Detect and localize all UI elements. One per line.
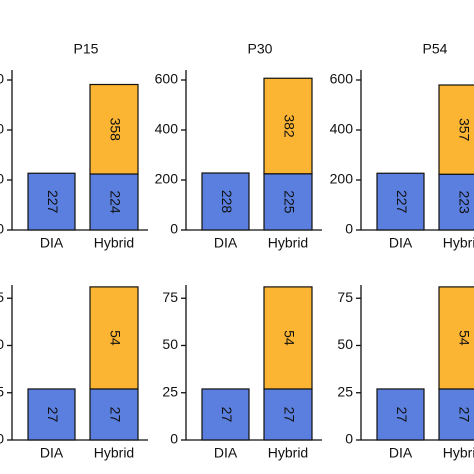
panel-title: P15: [74, 41, 99, 57]
value-label: 227: [45, 190, 61, 214]
y-tick-label: 200: [330, 171, 354, 187]
x-tick-label: DIA: [389, 235, 413, 251]
bar-segment: [201, 388, 250, 441]
value-label: 358: [107, 118, 123, 142]
y-tick-label: 75: [0, 289, 4, 305]
x-tick-label: DIA: [40, 445, 64, 461]
bar-segment: [376, 172, 425, 231]
bar-segment: [263, 77, 313, 175]
value-label: 54: [281, 330, 297, 346]
value-label: 228: [219, 190, 235, 214]
panel: 0 25 50 75 DIA 27 Hybrid 27 54: [0, 285, 148, 461]
bar-segment: [89, 173, 139, 231]
panel: 0 200 400 600 P30 DIA 228 Hybrid 225 382: [155, 41, 322, 251]
bar-segment: [27, 388, 76, 441]
bar-segment: [263, 173, 313, 231]
x-tick-label: DIA: [389, 445, 413, 461]
value-label: 27: [456, 407, 472, 423]
panel: 0 25 50 75 DIA 27 Hybrid 27 54: [162, 285, 322, 461]
x-tick-label: DIA: [214, 445, 238, 461]
value-label: 382: [281, 114, 297, 138]
y-tick-label: 75: [162, 289, 178, 305]
bar-segment: [376, 388, 425, 441]
panel: 0 200 400 600 P15 DIA 227 Hybrid 224 358: [0, 41, 148, 251]
x-tick-label: Hybrid: [268, 235, 308, 251]
panel-title: P54: [423, 41, 448, 57]
y-tick-label: 0: [170, 431, 178, 447]
y-tick-label: 0: [0, 431, 4, 447]
y-tick-label: 25: [337, 383, 353, 399]
y-tick-label: 0: [0, 221, 4, 237]
y-tick-label: 600: [0, 71, 4, 87]
x-tick-label: DIA: [40, 235, 64, 251]
panel: 0 200 400 600 P54 DIA 227 Hybrid 223 357: [330, 41, 474, 251]
value-label: 27: [219, 407, 235, 423]
value-label: 225: [281, 190, 297, 214]
y-tick-label: 600: [155, 71, 179, 87]
panel: 0 25 50 75 DIA 27 Hybrid 27 54: [337, 285, 474, 461]
y-tick-label: 50: [0, 336, 4, 352]
bar-segment: [263, 286, 313, 390]
bar-segment: [438, 84, 474, 175]
y-tick-label: 400: [330, 121, 354, 137]
bar-segment: [438, 173, 474, 231]
x-tick-label: Hybrid: [443, 445, 474, 461]
y-tick-label: 400: [155, 121, 179, 137]
x-tick-label: DIA: [214, 235, 238, 251]
bar-segment: [89, 286, 139, 390]
y-tick-label: 50: [337, 336, 353, 352]
bar-segment: [89, 83, 139, 175]
bar-segment: [263, 388, 313, 441]
value-label: 27: [394, 407, 410, 423]
value-label: 54: [456, 330, 472, 346]
bar-segment: [438, 286, 474, 390]
value-label: 223: [456, 190, 472, 214]
y-tick-label: 200: [155, 171, 179, 187]
y-tick-label: 25: [162, 383, 178, 399]
x-tick-label: Hybrid: [94, 235, 134, 251]
bar-segment: [438, 388, 474, 441]
value-label: 54: [107, 330, 123, 346]
y-tick-label: 25: [0, 383, 4, 399]
value-label: 27: [107, 407, 123, 423]
panel-title: P30: [248, 41, 273, 57]
y-tick-label: 50: [162, 336, 178, 352]
y-tick-label: 75: [337, 289, 353, 305]
y-tick-label: 0: [345, 431, 353, 447]
bar-segment: [27, 172, 76, 231]
bar-segment: [201, 172, 250, 231]
x-tick-label: Hybrid: [268, 445, 308, 461]
y-tick-label: 400: [0, 121, 4, 137]
value-label: 227: [394, 190, 410, 214]
y-tick-label: 200: [0, 171, 4, 187]
value-label: 224: [107, 190, 123, 214]
y-tick-label: 0: [170, 221, 178, 237]
y-tick-label: 0: [345, 221, 353, 237]
x-tick-label: Hybrid: [443, 235, 474, 251]
value-label: 27: [45, 407, 61, 423]
value-label: 357: [456, 118, 472, 142]
x-tick-label: Hybrid: [94, 445, 134, 461]
value-label: 27: [281, 407, 297, 423]
y-tick-label: 600: [330, 71, 354, 87]
